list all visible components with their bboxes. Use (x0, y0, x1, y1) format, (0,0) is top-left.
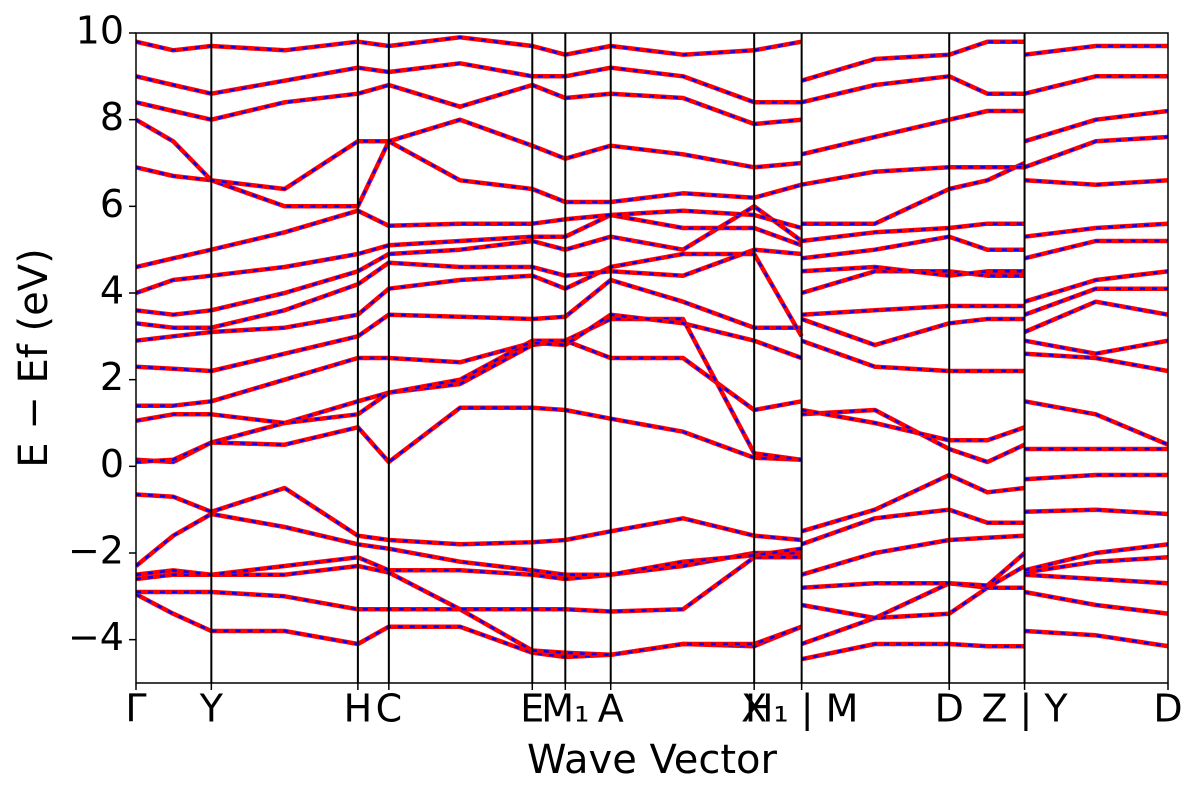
y-tick-label: −4 (68, 615, 124, 659)
y-tick-label: 2 (100, 355, 124, 399)
x-tick-label: C (376, 687, 403, 731)
x-axis-title: Wave Vector (527, 737, 778, 783)
plot-frame (135, 32, 1169, 684)
y-tick-label: 4 (100, 269, 124, 313)
x-tick-label: H₁ | M (745, 687, 859, 732)
x-tick-label: H (344, 687, 373, 731)
band-dash (136, 118, 1168, 191)
x-tick-label: A (598, 687, 624, 731)
x-tick-label: D (935, 687, 964, 731)
band-dash (136, 62, 1168, 104)
band-dash (136, 317, 1168, 462)
x-tick-label: D (1153, 687, 1182, 731)
band-dash (136, 83, 1168, 156)
y-tick-label: 6 (100, 182, 124, 226)
bands (136, 35, 1168, 662)
x-tick-label: X (741, 687, 767, 731)
y-tick-label: 10 (76, 9, 124, 53)
y-tick-label: 0 (100, 442, 124, 486)
band-line (136, 117, 1168, 192)
band-dash (136, 512, 1168, 576)
band-dash (136, 486, 1168, 546)
y-tick-label: −2 (68, 529, 124, 573)
band-line (136, 405, 1168, 465)
x-tick-label: E (520, 687, 544, 731)
x-tick-label: M₁ (541, 687, 589, 731)
band-dash (136, 213, 1168, 295)
x-tick-label: Z | Y (981, 687, 1068, 732)
y-tick-label: 8 (100, 95, 124, 139)
x-tick-label: Y (199, 687, 224, 731)
y-axis-title: E − Ef (eV) (11, 248, 57, 467)
band-dash (136, 406, 1168, 464)
x-tick-label: Γ (125, 687, 146, 731)
band-line (136, 316, 1168, 463)
band-line (136, 212, 1168, 296)
